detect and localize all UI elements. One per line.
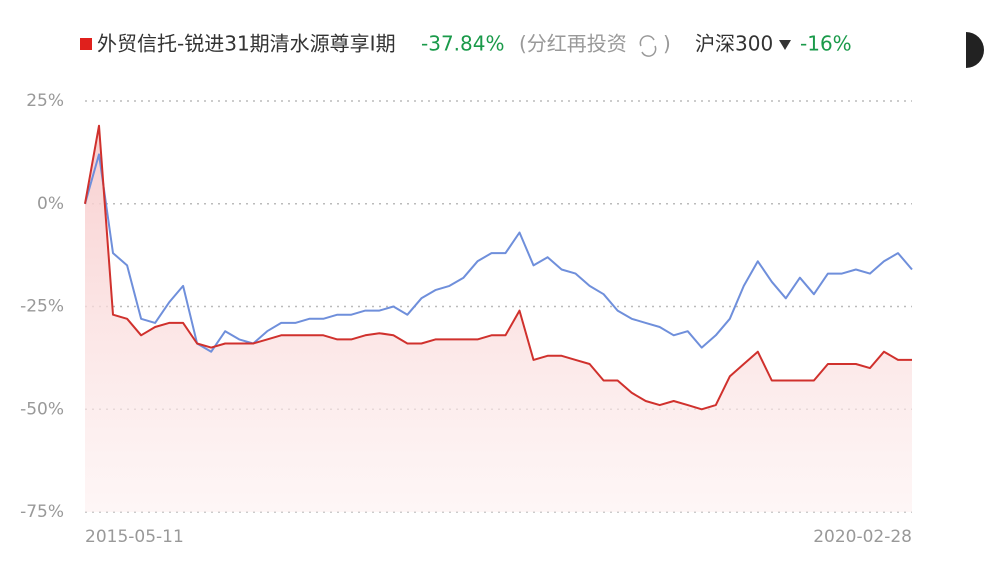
y-tick-label: -75% <box>20 502 64 522</box>
change-value: -16% <box>800 32 852 56</box>
plot-area: 25% 0% -25% -50% -75% 2015-05-11 2020-02-28 <box>20 91 913 547</box>
dividend-note: (分红再投资 <box>519 32 627 56</box>
line <box>84 153 913 353</box>
y-tick-label: 25% <box>26 91 64 111</box>
dropdown-arrow[interactable] <box>779 40 791 50</box>
change-value: -37.84% <box>421 32 504 56</box>
legend-label: 沪深300 <box>695 32 773 56</box>
dividend-note-close: ) <box>663 32 671 56</box>
y-tick-label: 0% <box>37 194 64 214</box>
line <box>84 124 912 411</box>
y-tick-label: -50% <box>20 399 64 419</box>
menu-button[interactable] <box>966 32 984 68</box>
x-tick-label: 2015-05-11 <box>85 527 184 547</box>
y-tick-label: -25% <box>20 297 64 317</box>
x-tick-label: 2020-02-28 <box>813 527 912 547</box>
legend-swatch <box>80 38 92 50</box>
legend-label: 外贸信托-锐进31期清水源尊享I期 <box>97 32 396 56</box>
refresh-icon[interactable] <box>639 35 657 57</box>
area <box>85 125 912 512</box>
